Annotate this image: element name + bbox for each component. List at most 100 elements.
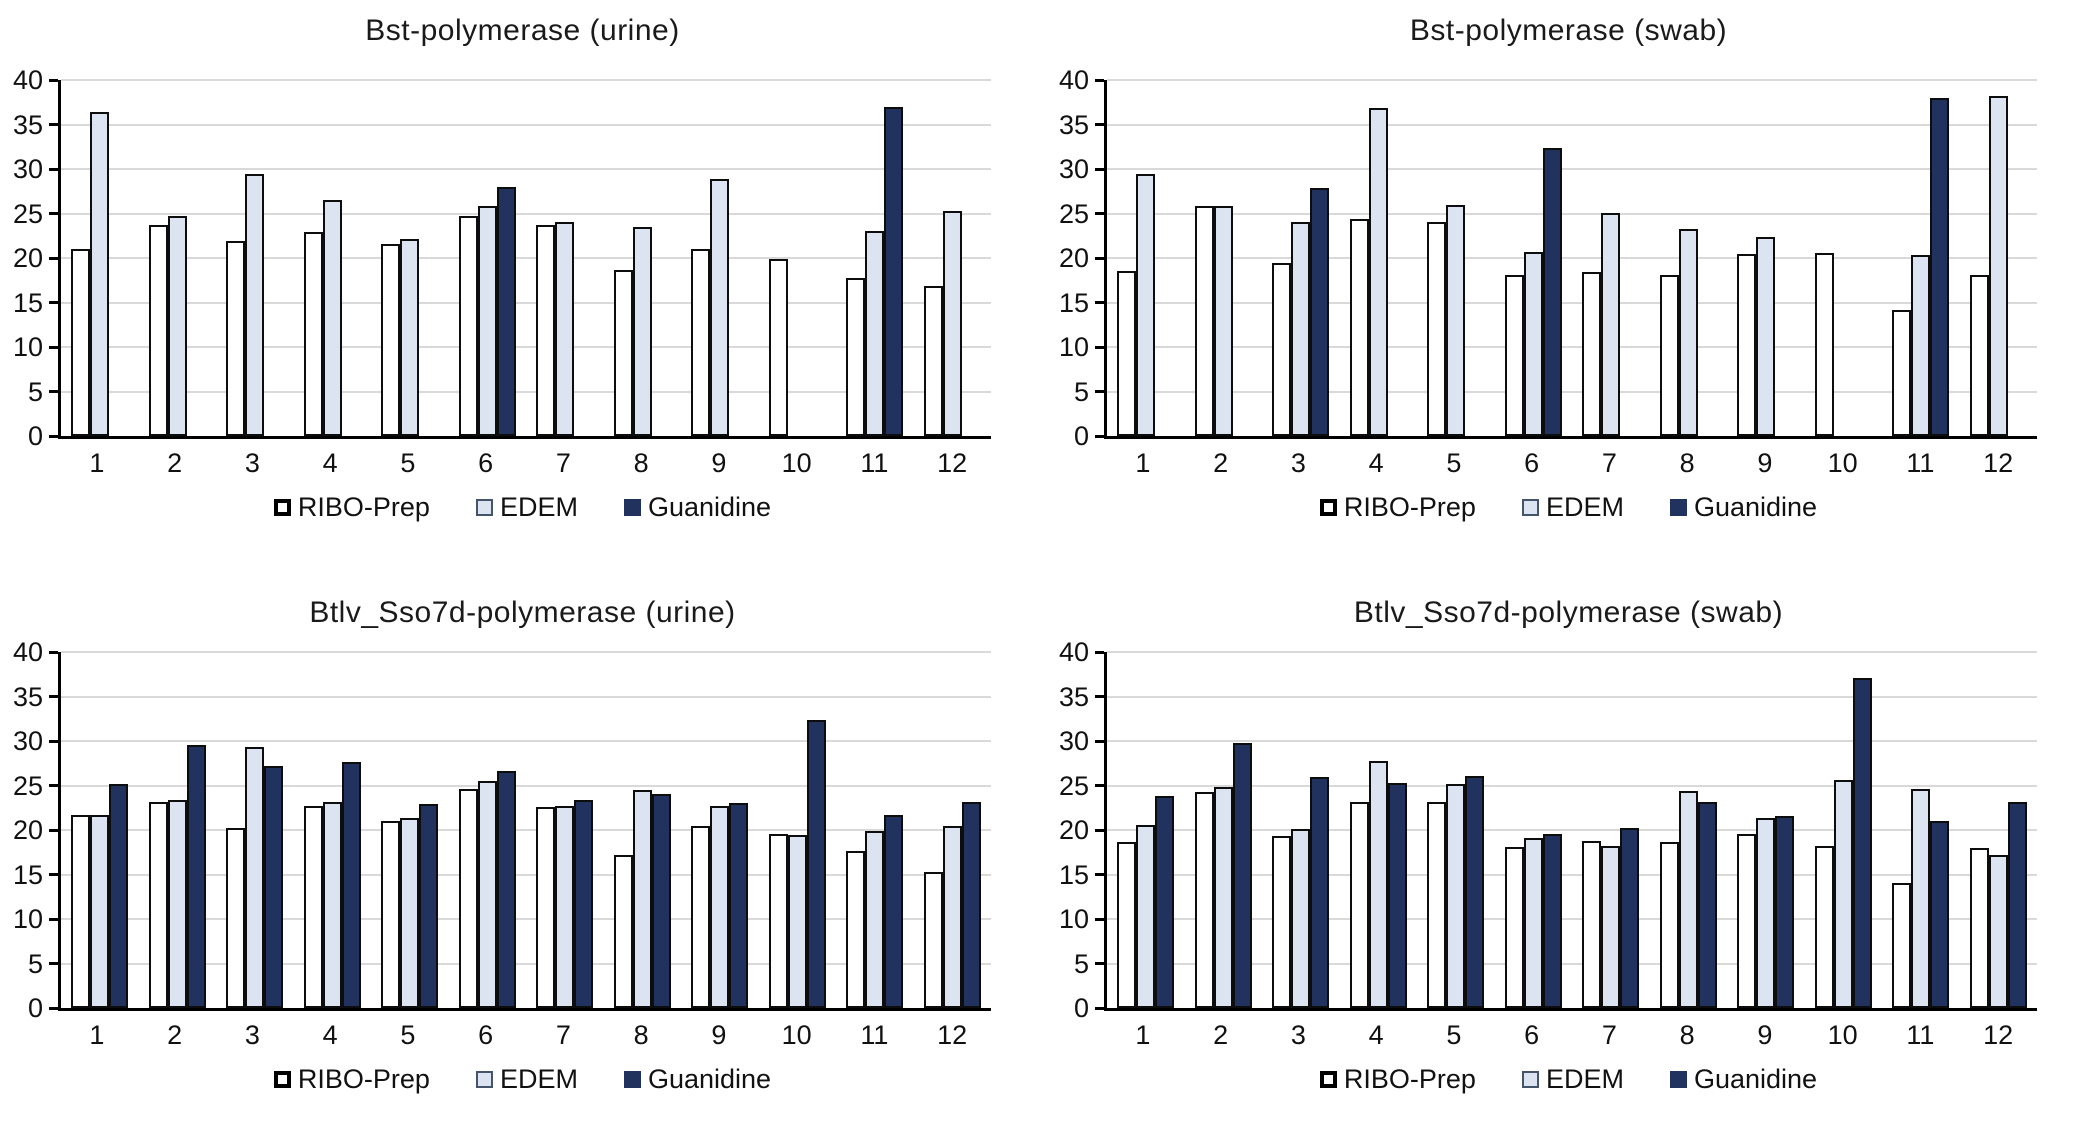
bar-slot <box>1678 652 1698 1008</box>
bar-slot <box>1911 652 1931 1008</box>
x-category-label-8: 8 <box>1679 448 1695 478</box>
bar-guanidine-cat6 <box>1542 833 1562 1008</box>
chart-btlv-sso7d-polymerase-urine: Btlv_Sso7d-polymerase (urine) 0 5 10 15 20 25… <box>0 572 1045 1143</box>
bar-ribo-prep-cat11 <box>846 277 866 436</box>
bar-guanidine-cat9 <box>1775 815 1795 1008</box>
y-tick-label-10: 10 <box>12 332 43 362</box>
x-category-label-9: 9 <box>711 1020 727 1050</box>
gridline-y-10 <box>61 918 991 920</box>
bar-edem-cat6 <box>477 781 497 1008</box>
bar-edem-cat12 <box>1988 854 2008 1008</box>
bar-group-12 <box>1960 80 2038 436</box>
bar-group-9 <box>681 652 759 1008</box>
bar-group-9 <box>681 80 759 436</box>
y-tick-label-0: 0 <box>27 993 43 1023</box>
bar-group-4 <box>294 652 372 1008</box>
legend-marker-guanidine <box>1669 1071 1687 1088</box>
gridline-y-5 <box>1107 390 2037 393</box>
bar-slot <box>477 80 497 436</box>
bar-ribo-prep-cat3 <box>1272 836 1292 1008</box>
bar-slot <box>477 652 497 1008</box>
bar-edem-cat11 <box>1911 789 1931 1008</box>
legend-label: RIBO-Prep <box>297 1064 430 1094</box>
bar-group-9 <box>1727 80 1805 436</box>
bar-slot <box>1368 80 1388 436</box>
gridline-y-35 <box>1107 123 2037 126</box>
bar-slot <box>574 652 594 1008</box>
x-category-label-10: 10 <box>781 448 812 478</box>
y-tick-label-5: 5 <box>27 948 43 979</box>
bar-slot <box>1388 80 1407 436</box>
bar-group-3 <box>216 80 294 436</box>
bar-edem-cat1 <box>1136 174 1156 436</box>
legend: RIBO-Prep EDEM Guanidine <box>1046 1064 2091 1095</box>
bar-group-6 <box>449 652 527 1008</box>
bar-slot <box>167 80 187 436</box>
bar-slot <box>1504 652 1524 1008</box>
y-axis-tick <box>1095 256 1104 260</box>
y-axis-tick <box>49 434 58 438</box>
x-category-label-4: 4 <box>322 448 338 478</box>
y-axis-tick <box>1095 167 1104 171</box>
bar-slot <box>865 80 885 436</box>
legend-label: RIBO-Prep <box>1343 1064 1476 1094</box>
bar-slot <box>768 652 788 1008</box>
x-category-label-12: 12 <box>937 1020 968 1050</box>
y-tick-label-5: 5 <box>1073 948 1089 979</box>
bar-slot <box>1349 80 1369 436</box>
bar-group-12 <box>914 652 992 1008</box>
bar-slot <box>71 652 91 1008</box>
bar-slot <box>691 80 711 436</box>
bar-slot <box>245 652 265 1008</box>
bar-slot <box>1834 80 1853 436</box>
bar-edem-cat3 <box>245 174 265 436</box>
legend-item-guanidine: Guanidine <box>1669 1064 1818 1095</box>
x-category-label-1: 1 <box>89 1020 105 1050</box>
gridline-y-25 <box>61 212 991 215</box>
x-category-label-5: 5 <box>1446 448 1462 478</box>
legend-item-guanidine: Guanidine <box>623 492 771 523</box>
bar-slot <box>1814 80 1834 436</box>
gridline-y-15 <box>61 301 991 304</box>
bar-slot <box>942 652 962 1008</box>
bar-slot <box>1892 652 1912 1008</box>
bar-edem-cat4 <box>322 802 342 1008</box>
gridline-y-20 <box>61 257 991 259</box>
bar-slot <box>961 652 981 1008</box>
bar-edem-cat1 <box>90 814 110 1008</box>
legend-label: Guanidine <box>1693 1064 1818 1094</box>
bar-slot <box>710 80 730 436</box>
bar-slot <box>1659 652 1679 1008</box>
bar-slot <box>264 80 283 436</box>
bar-group-8 <box>1650 652 1728 1008</box>
bar-group-10 <box>759 652 837 1008</box>
legend-label: EDEM <box>499 1064 578 1094</box>
bar-slot <box>536 80 556 436</box>
bar-slot <box>710 652 730 1008</box>
y-axis-tick <box>1095 434 1104 438</box>
bar-slot <box>632 652 652 1008</box>
bar-edem-cat2 <box>1213 787 1233 1008</box>
bar-ribo-prep-cat10 <box>1814 846 1834 1008</box>
bar-edem-cat8 <box>1678 228 1698 436</box>
y-tick-label-35: 35 <box>1058 681 1089 712</box>
bar-ribo-prep-cat7 <box>1582 272 1602 436</box>
legend-marker-edem <box>1521 1071 1539 1088</box>
y-axis-tick <box>1095 345 1104 349</box>
bar-slot <box>884 80 904 436</box>
bar-slot <box>729 80 748 436</box>
y-tick-label-40: 40 <box>12 65 43 95</box>
bar-slot <box>109 652 129 1008</box>
bar-group-7 <box>1572 652 1650 1008</box>
legend-label: Guanidine <box>647 1064 772 1094</box>
legend-item-edem: EDEM <box>1521 492 1624 523</box>
bar-slot <box>846 652 866 1008</box>
bar-slot <box>1969 80 1989 436</box>
y-tick-label-25: 25 <box>12 198 43 229</box>
plot-area: 0 5 10 15 20 25 30 35 40 <box>1059 66 2038 450</box>
y-axis-tick <box>49 873 58 876</box>
bar-groups <box>61 652 991 1008</box>
bar-group-4 <box>1340 652 1418 1008</box>
bar-ribo-prep-cat1 <box>1117 842 1137 1008</box>
